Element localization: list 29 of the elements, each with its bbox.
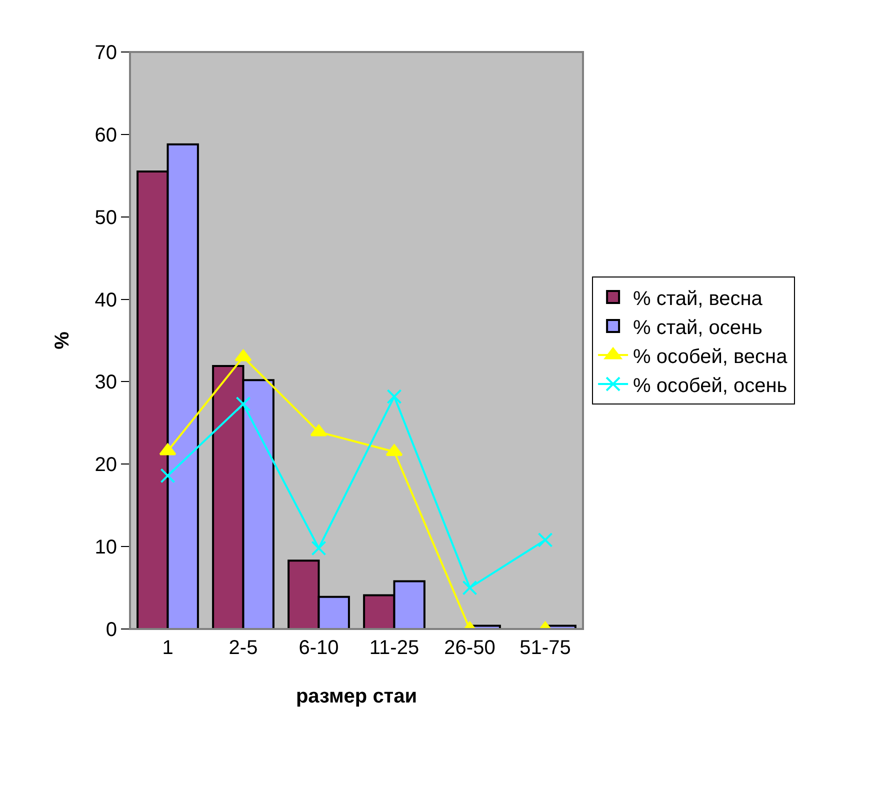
- legend-label: % стай, весна: [633, 288, 764, 310]
- point: [159, 443, 176, 456]
- x-axis-title: размер стаи: [296, 686, 418, 708]
- point: [386, 389, 402, 404]
- x-tick-label: 1: [162, 637, 174, 659]
- y-tick-label: 30: [94, 372, 117, 394]
- legend-label: % особей, осень: [633, 374, 788, 397]
- y-tick-label: 50: [94, 206, 117, 229]
- y-tick-label: 20: [94, 454, 117, 476]
- point: [538, 532, 553, 548]
- y-tick-label: 0: [106, 619, 117, 641]
- x-tick-label: 11-25: [369, 637, 420, 659]
- y-axis-title: %: [51, 331, 74, 350]
- x-tick-label: 51-75: [520, 637, 571, 659]
- point: [462, 580, 478, 596]
- y-tick-label: 60: [94, 124, 117, 146]
- legend-label: % стай, осень: [633, 316, 762, 339]
- x-tick-label: 26-50: [444, 637, 496, 659]
- y-tick-label: 40: [94, 289, 117, 312]
- y-tick-label: 10: [94, 536, 117, 559]
- point: [311, 540, 326, 556]
- point: [236, 396, 251, 412]
- point: [234, 349, 252, 362]
- x-tick-label: 6-10: [298, 637, 339, 659]
- legend-label: % особей, весна: [633, 346, 788, 368]
- point: [160, 468, 176, 484]
- x-tick-label: 2-5: [228, 637, 258, 659]
- y-tick-label: 70: [94, 42, 117, 64]
- point: [386, 444, 403, 456]
